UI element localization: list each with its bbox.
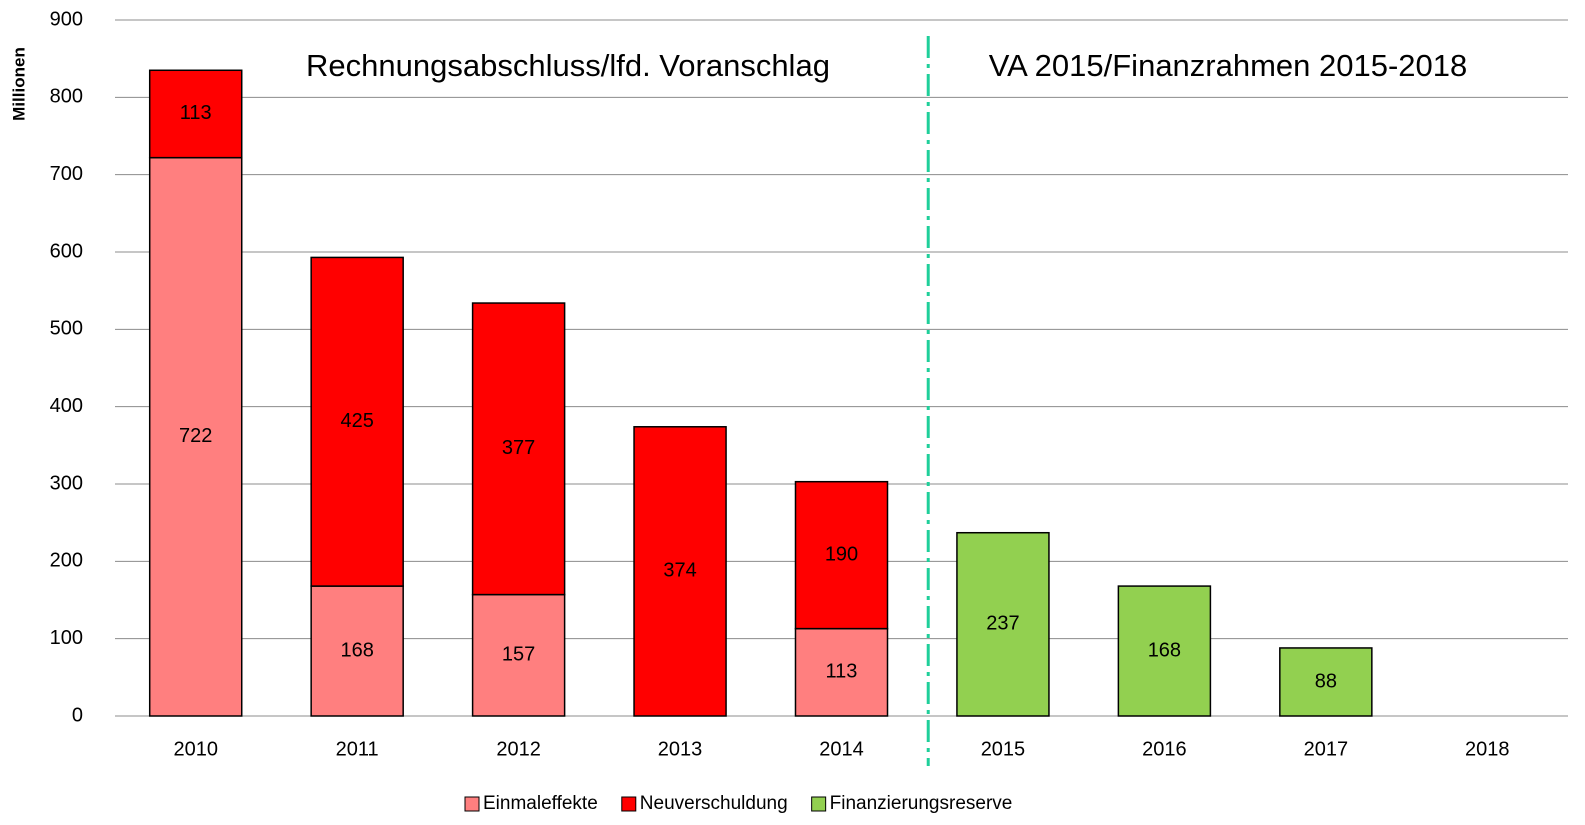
- legend-label: Einmaleffekte: [483, 793, 598, 814]
- y-tick-label: 800: [50, 86, 83, 108]
- y-tick-label: 500: [50, 318, 83, 340]
- legend-label: Neuverschuldung: [640, 793, 788, 814]
- data-label: 722: [179, 425, 212, 447]
- bar-segment: [1117, 585, 1212, 717]
- bar-segment: [794, 480, 889, 630]
- y-tick-label: 0: [72, 704, 83, 726]
- bar-segment: [148, 156, 243, 717]
- legend-swatch: [464, 796, 480, 812]
- x-tick-label: 2012: [496, 738, 541, 760]
- x-tick-label: 2011: [336, 738, 379, 760]
- x-tick-label: 2013: [658, 738, 703, 760]
- y-tick-label: 600: [50, 240, 83, 262]
- bar-segment: [471, 593, 566, 717]
- x-tick-label: 2014: [819, 738, 864, 760]
- legend-label: Finanzierungsreserve: [830, 793, 1013, 814]
- data-label: 113: [826, 661, 858, 683]
- data-label: 113: [180, 102, 212, 124]
- x-tick-label: 2016: [1142, 738, 1187, 760]
- data-label: 168: [1148, 639, 1181, 661]
- annotation: VA 2015/Finanzrahmen 2015-2018: [989, 48, 1468, 83]
- y-tick-label: 700: [50, 163, 83, 185]
- data-label: 190: [825, 543, 858, 565]
- legend-swatch: [621, 796, 637, 812]
- data-label: 377: [502, 437, 535, 459]
- data-label: 374: [663, 560, 696, 582]
- data-label: 237: [986, 613, 1019, 635]
- x-tick-label: 2018: [1465, 738, 1510, 760]
- bar-segment: [956, 531, 1050, 717]
- bar-segment: [1279, 647, 1373, 717]
- bar-segment: [471, 302, 566, 596]
- annotation: Rechnungsabschluss/lfd. Voranschlag: [306, 48, 830, 83]
- y-tick-label: 300: [50, 472, 83, 494]
- bar-segment: [148, 69, 243, 159]
- y-axis-label: Millionen: [9, 47, 28, 121]
- data-label: 425: [340, 410, 373, 432]
- x-tick-label: 2017: [1304, 738, 1349, 760]
- data-label: 168: [340, 639, 373, 661]
- bar-segment: [310, 256, 404, 587]
- y-tick-label: 100: [50, 627, 83, 649]
- data-label: 88: [1315, 670, 1337, 692]
- bar-segment: [310, 585, 404, 717]
- bar-segment: [633, 426, 727, 717]
- x-tick-label: 2010: [173, 738, 218, 760]
- x-tick-label: 2015: [981, 738, 1026, 760]
- data-label: 157: [502, 644, 535, 666]
- y-tick-label: 200: [50, 550, 83, 572]
- y-tick-label: 400: [50, 395, 83, 417]
- legend-swatch: [811, 796, 827, 812]
- y-tick-label: 900: [50, 8, 83, 30]
- bar-segment: [794, 627, 889, 717]
